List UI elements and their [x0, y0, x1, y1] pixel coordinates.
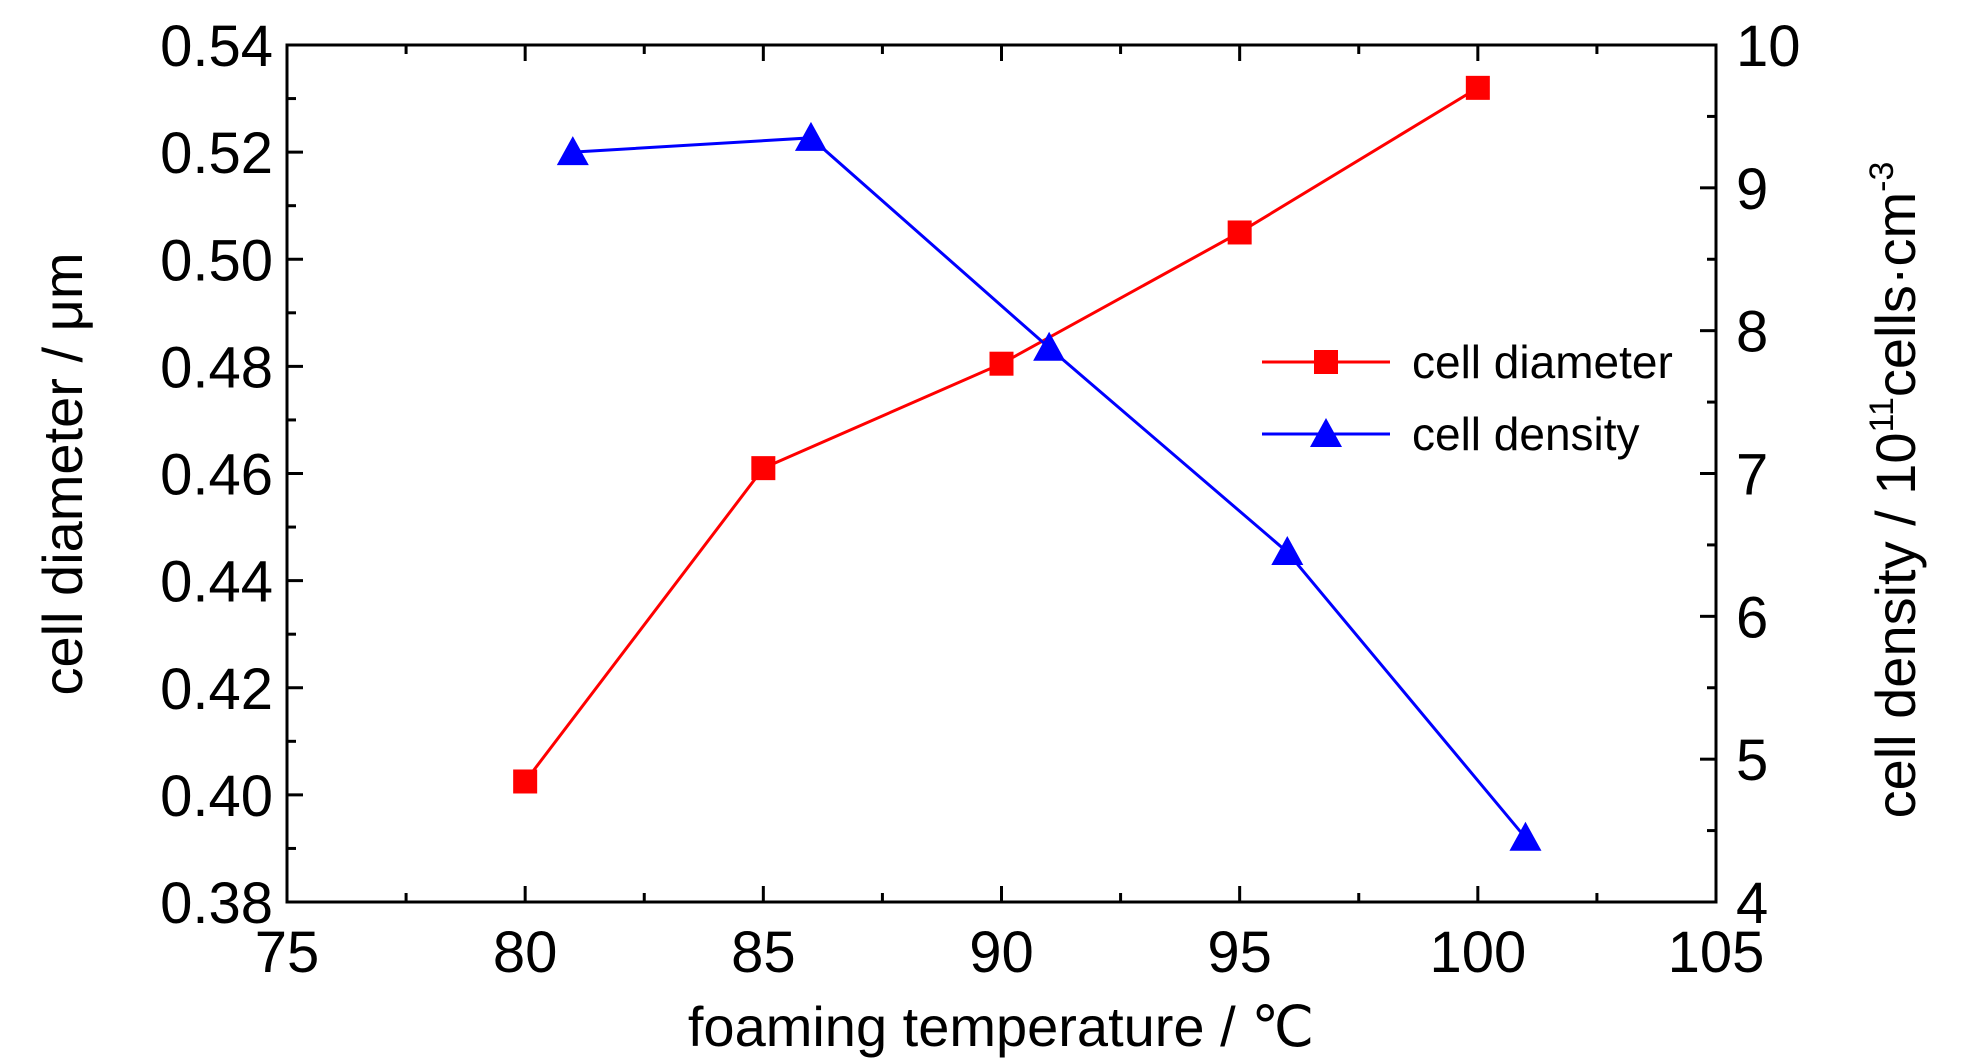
x-tick-label: 80 [493, 920, 558, 985]
y-right-tick-label: 8 [1736, 300, 1768, 365]
data-point-cell-diameter [1227, 220, 1252, 245]
y-right-tick-label: 9 [1736, 157, 1768, 222]
y-axis-title-left: cell diameter / μm [31, 252, 94, 695]
x-tick-label: 75 [255, 920, 320, 985]
x-tick-label: 105 [1668, 920, 1765, 985]
y-right-tick-label: 6 [1736, 585, 1768, 650]
data-point-cell-diameter [751, 456, 776, 481]
data-point-cell-diameter [513, 769, 538, 794]
x-tick-label: 90 [969, 920, 1034, 985]
y-left-tick-label: 0.38 [160, 871, 273, 936]
y-right-tick-label: 5 [1736, 728, 1768, 793]
x-tick-label: 100 [1429, 920, 1526, 985]
data-point-cell-density [1033, 331, 1066, 361]
data-point-cell-diameter [989, 351, 1014, 376]
y-axis-title-right-prefix: cell density / 10 [1864, 432, 1927, 818]
y-left-tick-label: 0.52 [160, 121, 273, 186]
data-point-cell-density [1509, 821, 1542, 851]
plot-frame [285, 43, 1718, 904]
data-point-cell-density [1271, 536, 1304, 566]
y-left-tick-label: 0.54 [160, 14, 273, 79]
data-point-cell-density [794, 121, 827, 151]
legend: cell diameter cell density [1262, 336, 1673, 460]
y-right-tick-label: 10 [1736, 14, 1801, 79]
y-axis-title-right-sup2: -3 [1863, 162, 1901, 192]
x-tick-label: 85 [731, 920, 796, 985]
y-axis-title-right-sup1: 11 [1863, 397, 1901, 432]
legend-label-cell-density: cell density [1412, 408, 1640, 460]
y-left-tick-label: 0.42 [160, 657, 273, 722]
y-left-tick-label: 0.46 [160, 443, 273, 508]
series-line-cell-density [572, 136, 1527, 839]
axes-layer: 75 80 85 90 95 100 1050.380.400.420.440.460.48… [160, 14, 1800, 985]
y-left-tick-label: 0.40 [160, 764, 273, 829]
y-left-tick-label: 0.50 [160, 228, 273, 293]
y-right-tick-label: 4 [1736, 871, 1768, 936]
x-axis-title: foaming temperature / ℃ [688, 995, 1314, 1058]
y-left-tick-label: 0.48 [160, 335, 273, 400]
y-right-tick-label: 7 [1736, 443, 1768, 508]
y-axis-title-right-mid: cells·cm [1864, 192, 1927, 397]
y-left-tick-label: 0.44 [160, 550, 273, 615]
data-point-cell-density [556, 136, 589, 166]
data-point-cell-diameter [1465, 75, 1490, 100]
y-axis-title-right: cell density / 1011cells·cm-3 [1863, 162, 1927, 819]
legend-marker-cell-diameter [1314, 350, 1338, 374]
legend-marker-cell-density [1310, 418, 1342, 447]
legend-label-cell-diameter: cell diameter [1412, 336, 1673, 388]
series-layer [513, 75, 1542, 851]
x-tick-label: 95 [1207, 920, 1272, 985]
